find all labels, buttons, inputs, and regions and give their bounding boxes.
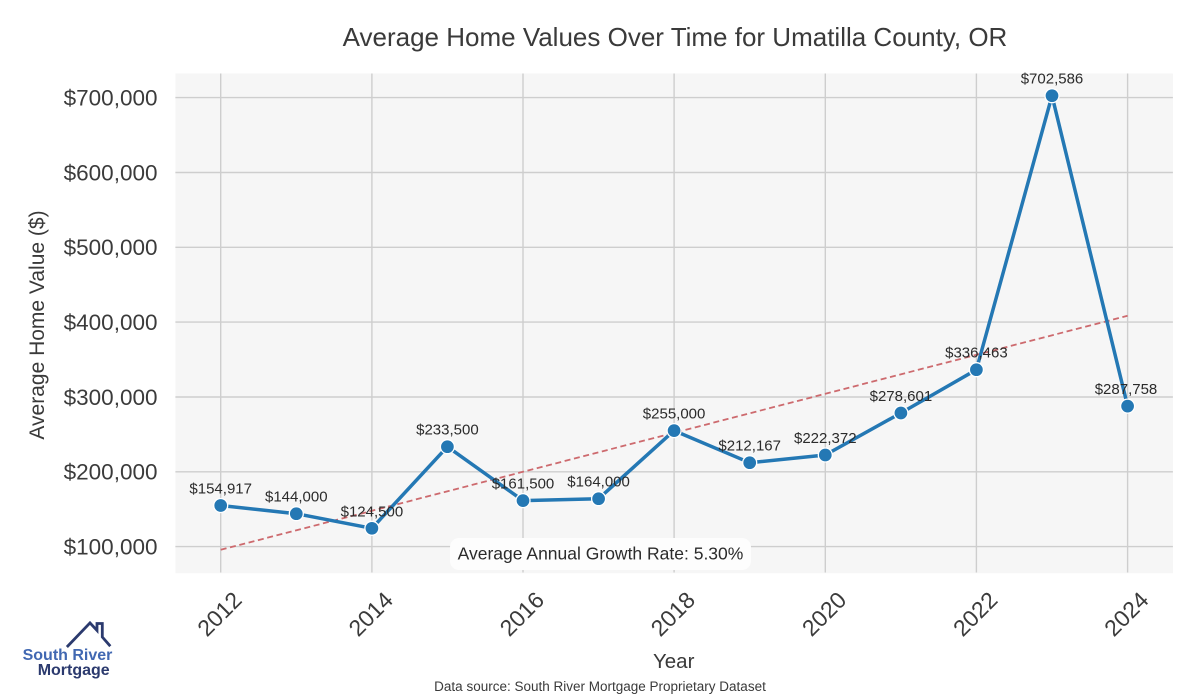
svg-text:$400,000: $400,000	[64, 310, 158, 335]
svg-text:$124,500: $124,500	[341, 503, 404, 520]
svg-text:$233,500: $233,500	[416, 422, 479, 439]
svg-text:$255,000: $255,000	[643, 406, 706, 423]
svg-text:$222,372: $222,372	[794, 430, 857, 447]
svg-text:Data source: South River Mortg: Data source: South River Mortgage Propri…	[434, 679, 766, 694]
svg-text:$702,586: $702,586	[1021, 71, 1084, 88]
svg-text:$100,000: $100,000	[64, 535, 158, 560]
svg-text:$161,500: $161,500	[492, 476, 555, 493]
svg-text:Average Annual Growth Rate: 5.: Average Annual Growth Rate: 5.30%	[458, 544, 744, 564]
svg-text:$700,000: $700,000	[64, 86, 158, 111]
svg-text:$300,000: $300,000	[64, 385, 158, 410]
svg-text:$500,000: $500,000	[64, 235, 158, 260]
svg-text:$600,000: $600,000	[64, 160, 158, 185]
svg-text:$212,167: $212,167	[718, 438, 781, 455]
svg-text:$336,463: $336,463	[945, 345, 1008, 362]
svg-text:Average Home Value ($): Average Home Value ($)	[26, 210, 49, 439]
svg-text:Average Home Values Over Time: Average Home Values Over Time for Umatil…	[343, 22, 1008, 52]
svg-text:$287,758: $287,758	[1095, 381, 1158, 398]
svg-text:Mortgage: Mortgage	[38, 662, 110, 679]
svg-text:$164,000: $164,000	[567, 474, 630, 491]
svg-text:South River: South River	[23, 647, 113, 664]
svg-text:$200,000: $200,000	[64, 460, 158, 485]
svg-text:$154,917: $154,917	[189, 481, 252, 498]
svg-text:$278,601: $278,601	[870, 388, 933, 405]
svg-text:Year: Year	[653, 650, 695, 673]
svg-text:$144,000: $144,000	[265, 489, 328, 506]
